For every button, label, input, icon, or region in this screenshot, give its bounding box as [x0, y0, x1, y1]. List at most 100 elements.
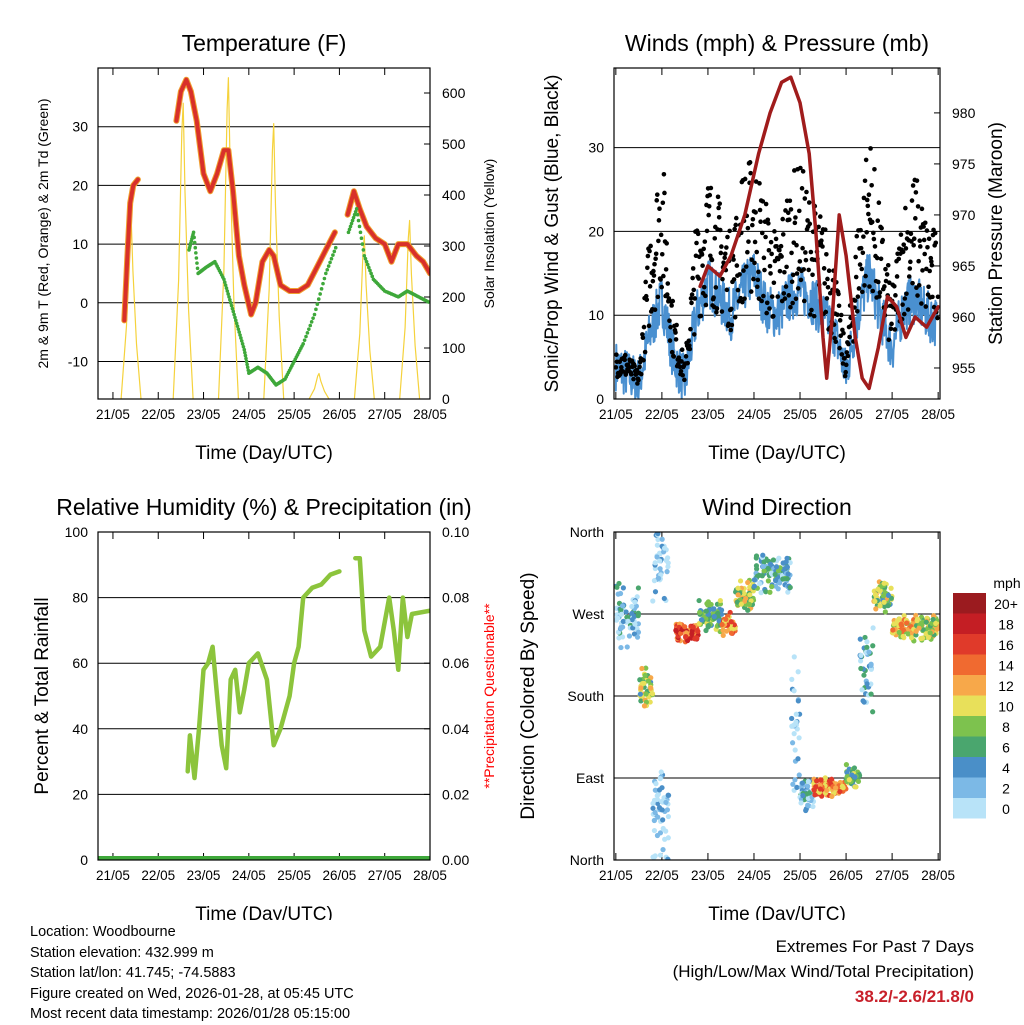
wind-direction-point — [789, 676, 795, 682]
gust-point — [846, 341, 851, 347]
gust-point — [682, 377, 687, 383]
xtick-label: 28/05 — [921, 407, 955, 422]
gust-point — [658, 277, 663, 282]
gust-point — [662, 190, 667, 196]
wind-direction-point — [652, 589, 659, 595]
temperature-2m-line — [345, 189, 430, 276]
wind-direction-point — [804, 791, 810, 797]
gust-point — [734, 263, 740, 268]
temperature-ylabel-right: Solar Insolation (Yellow) — [481, 159, 497, 309]
wind-direction-point — [618, 611, 625, 617]
gust-point — [724, 245, 729, 250]
ytick-right-label: 0.06 — [442, 655, 469, 671]
gust-point — [742, 176, 748, 182]
wind-direction-point — [614, 584, 620, 590]
wind-direction-point — [642, 672, 648, 679]
wind-direction-point — [761, 559, 767, 565]
gust-point — [911, 236, 917, 242]
dewpoint-point — [354, 207, 359, 211]
gust-point — [885, 262, 891, 268]
wind-direction-point — [822, 775, 828, 781]
wind-direction-point — [705, 623, 711, 629]
wind-direction-point — [851, 765, 858, 771]
dewpoint-point — [362, 254, 367, 258]
wind-direction-point — [734, 599, 740, 605]
ytick-right-label: 0.10 — [442, 524, 469, 540]
wind-direction-point — [857, 636, 863, 642]
extremes: Extremes For Past 7 Days (High/Low/Max W… — [673, 934, 974, 1009]
gust-point — [924, 266, 929, 272]
legend-label: 8 — [1002, 719, 1010, 735]
wind-direction-point — [690, 624, 696, 630]
dewpoint-point — [194, 251, 198, 255]
gust-point — [903, 205, 908, 211]
wind-direction-point — [652, 809, 658, 816]
xtick-label: 28/05 — [413, 407, 447, 422]
dewpoint-point — [309, 320, 314, 324]
gust-point — [698, 313, 704, 319]
legend-swatch — [953, 675, 986, 696]
legend-title: mph — [993, 575, 1020, 591]
dewpoint-point — [227, 295, 231, 299]
ytick-right-label: 100 — [442, 340, 466, 356]
gust-point — [648, 243, 653, 249]
dewpoint-point — [243, 350, 247, 355]
gust-point — [926, 236, 932, 242]
wind-direction-point — [787, 584, 793, 591]
wind-direction-point — [787, 560, 793, 566]
gust-point — [659, 251, 665, 257]
wind-direction-point — [753, 553, 760, 559]
gust-point — [907, 266, 913, 271]
xtick-label: 22/05 — [645, 407, 679, 422]
dewpoint-point — [242, 347, 247, 352]
wind-direction-point — [746, 601, 753, 608]
temperature-frame — [97, 67, 431, 400]
gust-point — [836, 303, 842, 309]
gust-point — [900, 249, 906, 255]
wind-direction-point — [637, 691, 643, 697]
gust-point — [647, 284, 653, 289]
wind-direction-point — [908, 635, 915, 641]
gust-point — [716, 205, 721, 211]
ytick-label: North — [570, 524, 604, 540]
wind-direction-point — [758, 590, 764, 596]
gust-point — [661, 273, 666, 279]
gust-point — [716, 214, 722, 220]
dewpoint-point — [239, 336, 243, 340]
gust-point — [808, 312, 813, 317]
gust-point — [767, 263, 773, 269]
gust-point — [909, 198, 915, 203]
xtick-label: 24/05 — [737, 868, 771, 883]
legend-swatch — [953, 798, 986, 819]
wind-direction-point — [704, 600, 710, 607]
wind-direction-point — [933, 620, 939, 627]
gust-point — [789, 250, 794, 256]
dewpoint-point — [244, 356, 248, 361]
gust-point — [752, 239, 758, 245]
wind-direction-point — [763, 589, 769, 595]
gust-point — [792, 220, 798, 226]
gust-point — [810, 272, 815, 278]
winds-pressure-ylabel: Sonic/Prop Wind & Gust (Blue, Black) — [542, 75, 563, 393]
gust-point — [809, 307, 814, 313]
dewpoint-point — [318, 292, 322, 296]
solar-insolation-line — [308, 372, 330, 399]
wind-direction-point — [798, 800, 804, 806]
gust-point — [636, 377, 641, 383]
dewpoint-point — [332, 249, 337, 254]
legend-label: 14 — [998, 658, 1014, 674]
gust-point — [923, 304, 929, 309]
gust-point — [866, 192, 872, 198]
gust-point — [704, 228, 710, 234]
wind-direction-point — [904, 620, 910, 626]
gust-point — [740, 299, 745, 305]
gust-point — [864, 197, 870, 203]
dewpoint-point — [370, 274, 375, 279]
gust-point — [819, 230, 825, 236]
wind-direction-point — [685, 637, 691, 644]
wind-direction-point — [772, 577, 779, 584]
wind-direction-point — [795, 698, 801, 704]
gust-point — [794, 271, 800, 276]
wind-direction-point — [631, 631, 638, 637]
gust-point — [622, 357, 627, 363]
